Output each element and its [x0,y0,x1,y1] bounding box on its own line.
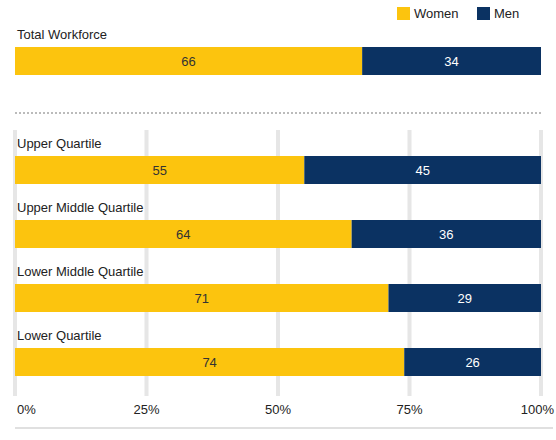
bar-segment [15,348,404,376]
category-label: Upper Middle Quartile [17,200,143,215]
bar-segment [404,348,541,376]
legend-label: Men [494,6,519,21]
data-label: 55 [152,163,166,178]
bar-segment [15,47,362,75]
bar-segment [362,47,541,75]
category-label: Upper Quartile [17,136,102,151]
data-label: 71 [194,291,208,306]
legend-swatch [477,7,490,20]
bar-segment [15,220,352,248]
data-label: 45 [415,163,429,178]
bar-segment [15,156,304,184]
data-label: 74 [202,355,216,370]
bottom-rule [15,427,553,429]
tick-label: 75% [396,402,422,417]
data-label: 66 [181,54,195,69]
bar-segment [352,220,541,248]
tick-label: 50% [265,402,291,417]
legend-label: Women [414,6,459,21]
data-label: 26 [465,355,479,370]
category-label: Lower Middle Quartile [17,264,143,279]
separator [15,112,541,114]
category-label: Total Workforce [17,27,107,42]
tick-label: 100% [521,402,555,417]
tick-label: 25% [133,402,159,417]
bar-segment [304,156,541,184]
bars [15,47,541,376]
bar-segment [388,284,541,312]
bar-segment [15,284,388,312]
category-label: Lower Quartile [17,328,102,343]
data-label: 36 [439,227,453,242]
legend-swatch [397,7,410,20]
chart: Total Workforce 66 34 Upper Quartile 55 45 Upp… [0,0,556,440]
data-label: 64 [176,227,190,242]
data-label: 34 [444,54,458,69]
data-label: 29 [457,291,471,306]
tick-label: 0% [17,402,36,417]
